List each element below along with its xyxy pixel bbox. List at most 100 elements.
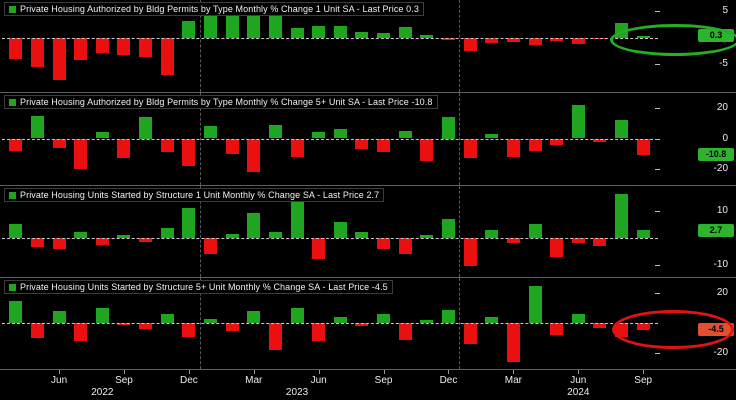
bar-Jan-2024	[463, 138, 477, 159]
bar-Oct-2023	[398, 130, 412, 139]
last-price-badge: 2.7	[698, 223, 734, 237]
x-year-label: 2022	[91, 387, 114, 398]
bar-Aug-2023	[355, 323, 369, 326]
legend-label: Private Housing Units Started by Structu…	[20, 282, 388, 292]
bar-Aug-2022	[95, 308, 109, 323]
bar-Aug-2024	[615, 323, 629, 337]
legend-starts-1-unit: Private Housing Units Started by Structu…	[4, 188, 385, 202]
bar-Sep-2024	[636, 35, 650, 38]
bar-Sep-2022	[117, 138, 131, 159]
x-tick-label: Mar	[504, 375, 522, 386]
bar-Jan-2023	[204, 318, 218, 323]
bar-Sep-2024	[636, 323, 650, 330]
x-year-label: 2024	[567, 387, 590, 398]
bar-Feb-2023	[225, 233, 239, 238]
bar-Jun-2022	[52, 311, 66, 323]
x-tick-label: Jun	[570, 375, 587, 386]
bar-Aug-2022	[95, 37, 109, 54]
y-tick-mark	[655, 264, 660, 266]
bar-Apr-2024	[528, 138, 542, 151]
x-tick-label: Sep	[374, 375, 393, 386]
bar-Nov-2023	[420, 138, 434, 162]
y-tick-mark	[655, 138, 660, 140]
x-tick-mark	[448, 370, 450, 374]
panel-permits-5plus-unit: 20 0 -20 Private Housing Authorized by Bld…	[0, 93, 736, 186]
bar-Nov-2022	[160, 37, 174, 75]
bar-Dec-2023	[441, 117, 455, 139]
plot-area-starts-5plus-unit: 20 -20	[0, 278, 736, 369]
bar-Oct-2022	[139, 37, 153, 57]
bar-Aug-2023	[355, 232, 369, 238]
panel-starts-1-unit: 10 -10 Private Housing Units Started by S…	[0, 186, 736, 278]
x-tick-label: Dec	[179, 375, 198, 386]
legend-label: Private Housing Authorized by Bldg Permi…	[20, 4, 419, 14]
bar-Feb-2023	[225, 16, 239, 38]
bar-May-2022	[30, 323, 44, 338]
bar-Jan-2023	[204, 126, 218, 139]
bar-Oct-2023	[398, 27, 412, 38]
bar-Dec-2023	[441, 37, 455, 40]
y-tick-mark	[655, 10, 660, 12]
bar-Nov-2023	[420, 34, 434, 38]
bar-Feb-2024	[485, 133, 499, 139]
y-tick-mark	[655, 293, 660, 294]
x-tick-mark	[318, 370, 320, 374]
bar-Jul-2023	[333, 221, 347, 238]
bar-Sep-2023	[377, 314, 391, 323]
bar-Feb-2024	[485, 37, 499, 43]
y-tick-label: 20	[716, 102, 728, 114]
x-tick-label: Jun	[51, 375, 68, 386]
bar-Jul-2022	[74, 323, 88, 341]
bar-Aug-2022	[95, 237, 109, 245]
bar-Apr-2024	[528, 224, 542, 238]
bar-Dec-2022	[182, 323, 196, 337]
x-tick-label: Sep	[115, 375, 133, 386]
x-tick-mark	[578, 370, 580, 374]
year-gridline	[199, 0, 201, 92]
bar-Jun-2022	[52, 37, 66, 81]
y-tick-mark	[655, 64, 660, 66]
bar-Apr-2022	[9, 37, 23, 59]
panel-starts-5plus-unit: 20 -20 Private Housing Units Started by S…	[0, 278, 736, 370]
bar-May-2022	[30, 237, 44, 248]
bar-Sep-2023	[377, 237, 391, 249]
legend-swatch-icon	[9, 98, 16, 106]
x-year-label: 2023	[285, 387, 309, 398]
x-tick-label: Mar	[245, 375, 263, 386]
bar-May-2024	[550, 37, 564, 41]
bar-Jun-2024	[571, 37, 585, 44]
bar-Apr-2024	[528, 37, 542, 45]
y-tick-mark	[655, 353, 660, 354]
y-tick-mark	[655, 108, 660, 110]
zero-line	[2, 37, 658, 39]
y-tick-label: 0	[722, 132, 728, 144]
x-tick-mark	[513, 370, 515, 374]
bar-Apr-2023	[268, 232, 282, 238]
bar-Oct-2023	[398, 237, 412, 255]
bar-Jul-2023	[333, 26, 347, 38]
bar-Sep-2022	[117, 37, 131, 55]
bar-Aug-2023	[355, 32, 369, 38]
x-tick-mark	[188, 370, 190, 374]
y-tick-label: 10	[716, 204, 728, 216]
bar-Mar-2023	[247, 311, 261, 323]
legend-label: Private Housing Units Started by Structu…	[20, 190, 380, 200]
bar-May-2022	[30, 115, 44, 139]
bar-Jun-2023	[312, 323, 326, 341]
bar-Apr-2023	[268, 323, 282, 350]
x-tick-mark	[643, 370, 645, 374]
bar-Feb-2024	[485, 229, 499, 238]
plot-area-starts-1-unit: 10 -10	[0, 186, 736, 277]
bar-Jul-2024	[593, 323, 607, 328]
bar-May-2023	[290, 308, 304, 323]
bar-Jun-2022	[52, 138, 66, 148]
bar-May-2023	[290, 197, 304, 238]
bar-Oct-2022	[139, 117, 153, 139]
bar-Feb-2023	[225, 138, 239, 154]
bar-Jun-2023	[312, 132, 326, 139]
x-tick-mark	[123, 370, 125, 374]
last-price-badge: 0.3	[698, 29, 734, 43]
bar-May-2024	[550, 237, 564, 257]
x-tick-label: Dec	[439, 375, 458, 386]
